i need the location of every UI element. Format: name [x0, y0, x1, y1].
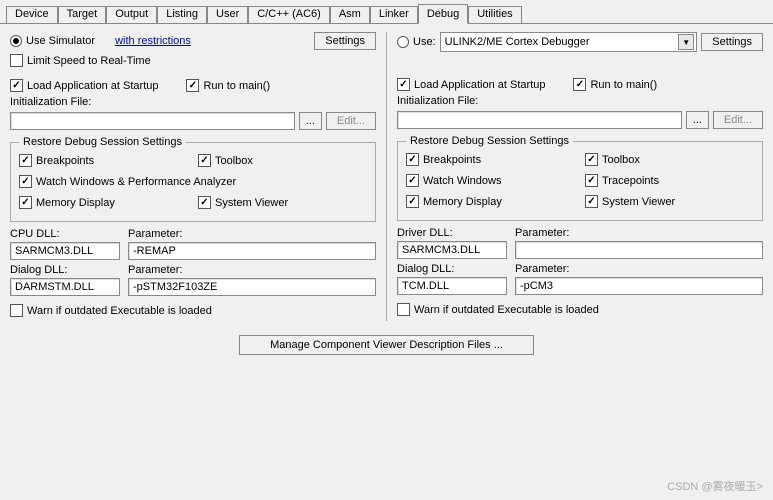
dbg-restore-fieldset: Restore Debug Session Settings Breakpoin… — [397, 135, 763, 221]
sim-breakpoints-label: Breakpoints — [36, 155, 94, 167]
sim-initfile-label: Initialization File: — [10, 96, 91, 108]
sim-toolbox-checkbox[interactable] — [198, 154, 211, 167]
dbg-breakpoints-label: Breakpoints — [423, 154, 481, 166]
dbg-initfile-label: Initialization File: — [397, 95, 478, 107]
dbg-load-app-label: Load Application at Startup — [414, 79, 545, 91]
chevron-down-icon[interactable]: ▼ — [678, 34, 694, 50]
tab-debug[interactable]: Debug — [418, 4, 468, 24]
dbg-initfile-input[interactable] — [397, 111, 682, 129]
sim-watch-checkbox[interactable] — [19, 175, 32, 188]
sim-memory-label: Memory Display — [36, 197, 115, 209]
tab-target[interactable]: Target — [58, 6, 107, 23]
sim-load-app-checkbox[interactable] — [10, 79, 23, 92]
dbg-run-main-checkbox[interactable] — [573, 78, 586, 91]
driver-param-label: Parameter: — [515, 227, 763, 239]
debug-panel: Use Simulator with restrictions Settings… — [0, 23, 773, 329]
dbg-watch-checkbox[interactable] — [406, 174, 419, 187]
dbg-dialog-param-input[interactable] — [515, 277, 763, 295]
dbg-sysviewer-label: System Viewer — [602, 196, 675, 208]
sim-memory-checkbox[interactable] — [19, 196, 32, 209]
sim-dialog-param-input[interactable] — [128, 278, 376, 296]
bottom-row: Manage Component Viewer Description File… — [0, 329, 773, 361]
cpu-param-input[interactable] — [128, 242, 376, 260]
debugger-column: Use: ULINK2/ME Cortex Debugger ▼ Setting… — [397, 32, 763, 321]
column-divider — [386, 32, 387, 321]
tab-linker[interactable]: Linker — [370, 6, 418, 23]
tab-device[interactable]: Device — [6, 6, 58, 23]
debugger-combo[interactable]: ULINK2/ME Cortex Debugger ▼ — [440, 32, 698, 52]
use-debugger-label: Use: — [413, 36, 436, 48]
dbg-sysviewer-checkbox[interactable] — [585, 195, 598, 208]
dbg-toolbox-checkbox[interactable] — [585, 153, 598, 166]
tab-bar: Device Target Output Listing User C/C++ … — [0, 0, 773, 23]
tab-user[interactable]: User — [207, 6, 248, 23]
limit-speed-label: Limit Speed to Real-Time — [27, 55, 151, 67]
tab-asm[interactable]: Asm — [330, 6, 370, 23]
sim-initfile-edit-button[interactable]: Edit... — [326, 112, 376, 130]
manage-component-button[interactable]: Manage Component Viewer Description File… — [239, 335, 534, 355]
dbg-restore-legend: Restore Debug Session Settings — [406, 135, 573, 147]
sim-warn-checkbox[interactable] — [10, 304, 23, 317]
dbg-warn-label: Warn if outdated Executable is loaded — [414, 304, 599, 316]
dbg-watch-label: Watch Windows — [423, 175, 501, 187]
sim-run-main-label: Run to main() — [203, 80, 270, 92]
sim-sysviewer-checkbox[interactable] — [198, 196, 211, 209]
sim-dialog-dll-input[interactable] — [10, 278, 120, 296]
tab-output[interactable]: Output — [106, 6, 157, 23]
sim-initfile-input[interactable] — [10, 112, 295, 130]
dbg-load-app-checkbox[interactable] — [397, 78, 410, 91]
dbg-initfile-edit-button[interactable]: Edit... — [713, 111, 763, 129]
debugger-combo-value: ULINK2/ME Cortex Debugger — [445, 36, 590, 48]
dbg-tracepoints-checkbox[interactable] — [585, 174, 598, 187]
cpu-param-label: Parameter: — [128, 228, 376, 240]
simulator-column: Use Simulator with restrictions Settings… — [10, 32, 376, 321]
sim-load-app-label: Load Application at Startup — [27, 80, 158, 92]
tab-cpp[interactable]: C/C++ (AC6) — [248, 6, 330, 23]
sim-restore-fieldset: Restore Debug Session Settings Breakpoin… — [10, 136, 376, 222]
dbg-dialog-dll-input[interactable] — [397, 277, 507, 295]
tab-utilities[interactable]: Utilities — [468, 6, 521, 23]
restrictions-link[interactable]: with restrictions — [115, 35, 191, 47]
limit-speed-checkbox[interactable] — [10, 54, 23, 67]
sim-settings-button[interactable]: Settings — [314, 32, 376, 50]
dbg-dialog-dll-label: Dialog DLL: — [397, 263, 507, 275]
dbg-warn-checkbox[interactable] — [397, 303, 410, 316]
sim-initfile-browse-button[interactable]: ... — [299, 112, 322, 130]
sim-sysviewer-label: System Viewer — [215, 197, 288, 209]
dbg-toolbox-label: Toolbox — [602, 154, 640, 166]
tab-listing[interactable]: Listing — [157, 6, 207, 23]
sim-breakpoints-checkbox[interactable] — [19, 154, 32, 167]
dbg-memory-checkbox[interactable] — [406, 195, 419, 208]
use-debugger-radio[interactable] — [397, 36, 409, 48]
sim-restore-legend: Restore Debug Session Settings — [19, 136, 186, 148]
driver-dll-label: Driver DLL: — [397, 227, 507, 239]
dbg-initfile-browse-button[interactable]: ... — [686, 111, 709, 129]
use-simulator-label: Use Simulator — [26, 35, 95, 47]
cpu-dll-input[interactable] — [10, 242, 120, 260]
driver-param-input[interactable] — [515, 241, 763, 259]
sim-dialog-param-label: Parameter: — [128, 264, 376, 276]
dbg-settings-button[interactable]: Settings — [701, 33, 763, 51]
sim-dialog-dll-label: Dialog DLL: — [10, 264, 120, 276]
sim-warn-label: Warn if outdated Executable is loaded — [27, 305, 212, 317]
dbg-dialog-param-label: Parameter: — [515, 263, 763, 275]
use-simulator-radio[interactable] — [10, 35, 22, 47]
watermark-text: CSDN @雾夜暖玉> — [667, 478, 763, 494]
sim-run-main-checkbox[interactable] — [186, 79, 199, 92]
dbg-memory-label: Memory Display — [423, 196, 502, 208]
dbg-run-main-label: Run to main() — [590, 79, 657, 91]
sim-watch-label: Watch Windows & Performance Analyzer — [36, 176, 236, 188]
cpu-dll-label: CPU DLL: — [10, 228, 120, 240]
dbg-tracepoints-label: Tracepoints — [602, 175, 659, 187]
sim-toolbox-label: Toolbox — [215, 155, 253, 167]
driver-dll-input[interactable] — [397, 241, 507, 259]
dbg-breakpoints-checkbox[interactable] — [406, 153, 419, 166]
